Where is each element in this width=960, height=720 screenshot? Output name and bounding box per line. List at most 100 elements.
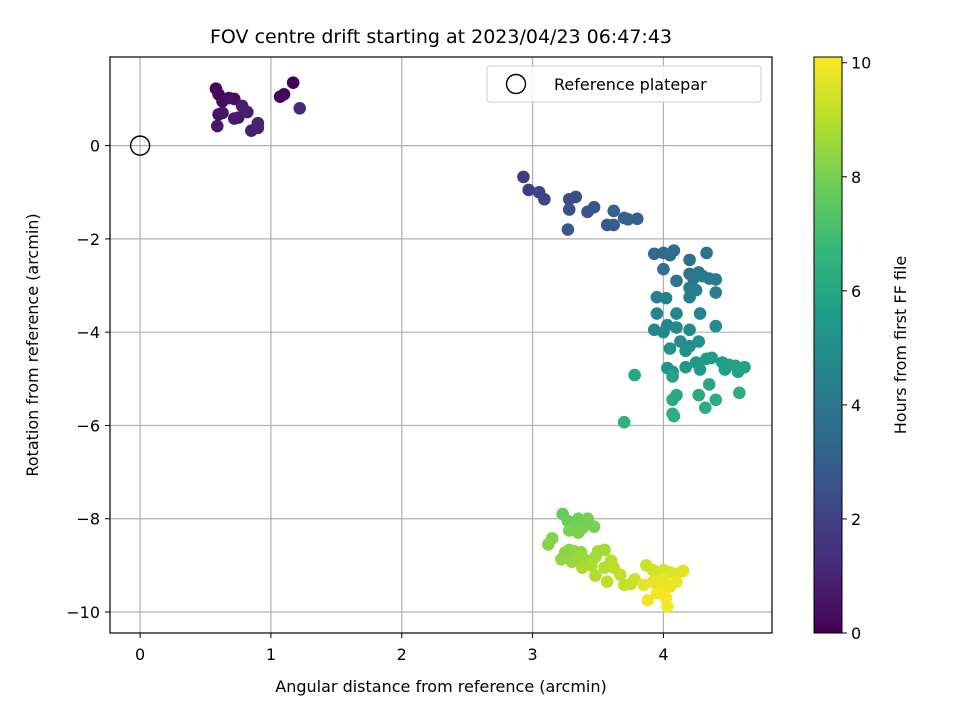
data-point bbox=[589, 569, 602, 582]
chart-title: FOV centre drift starting at 2023/04/23 … bbox=[210, 26, 672, 48]
colorbar-tick-label: 4 bbox=[851, 396, 861, 415]
data-point bbox=[216, 106, 229, 120]
data-point bbox=[657, 325, 670, 339]
data-point bbox=[693, 307, 707, 320]
data-point bbox=[227, 112, 241, 125]
data-point bbox=[663, 342, 677, 355]
y-tick-label: −10 bbox=[66, 603, 100, 622]
data-point bbox=[700, 246, 713, 260]
data-point bbox=[683, 253, 696, 267]
data-point bbox=[607, 204, 620, 218]
data-point bbox=[647, 247, 661, 261]
data-point bbox=[251, 116, 265, 130]
data-point bbox=[705, 351, 719, 365]
grid-lines bbox=[110, 57, 772, 633]
data-point bbox=[555, 553, 568, 566]
y-tick-label: −2 bbox=[76, 230, 100, 249]
colorbar-tick-label: 10 bbox=[851, 54, 871, 73]
data-point bbox=[657, 262, 670, 276]
data-point bbox=[210, 119, 224, 133]
data-point bbox=[709, 393, 723, 407]
data-point bbox=[286, 76, 300, 89]
data-point bbox=[709, 273, 723, 286]
data-point bbox=[538, 192, 551, 206]
data-point bbox=[679, 360, 692, 374]
y-tick-label: 0 bbox=[90, 137, 100, 156]
scatter-points bbox=[209, 76, 751, 613]
data-point bbox=[562, 203, 576, 216]
y-axis-label: Rotation from reference (arcmin) bbox=[23, 213, 42, 476]
colorbar-tick-label: 8 bbox=[851, 168, 861, 187]
colorbar-label: Hours from first FF file bbox=[891, 256, 910, 435]
data-point bbox=[670, 575, 683, 588]
data-point bbox=[666, 393, 679, 407]
data-point bbox=[628, 368, 641, 382]
reference-platepar-marker bbox=[129, 135, 151, 156]
data-point bbox=[293, 102, 307, 115]
legend-box bbox=[486, 65, 762, 103]
data-point bbox=[561, 223, 575, 236]
colorbar-gradient bbox=[813, 56, 843, 634]
data-point bbox=[659, 291, 673, 305]
legend-label: Reference platepar bbox=[554, 75, 707, 94]
y-tick-label: −4 bbox=[76, 323, 100, 342]
legend: Reference platepar bbox=[486, 65, 762, 103]
data-point bbox=[541, 538, 555, 551]
data-point bbox=[702, 378, 716, 391]
data-point bbox=[587, 200, 601, 214]
x-tick-label: 0 bbox=[135, 645, 145, 664]
colorbar-ticks: 0 2 4 6 8 10 bbox=[842, 54, 871, 643]
data-point bbox=[670, 321, 683, 334]
data-point bbox=[683, 323, 696, 337]
colorbar-tick-label: 2 bbox=[851, 510, 861, 529]
x-tick-label: 3 bbox=[527, 645, 537, 664]
x-tick-label: 1 bbox=[266, 645, 276, 664]
x-tick-label: 4 bbox=[658, 645, 668, 664]
data-point bbox=[670, 307, 683, 320]
data-point bbox=[670, 274, 683, 288]
x-axis-label: Angular distance from reference (arcmin) bbox=[275, 677, 606, 696]
data-point bbox=[517, 170, 530, 184]
y-tick-label: −8 bbox=[76, 510, 100, 529]
data-point bbox=[666, 370, 679, 383]
data-point bbox=[709, 286, 723, 299]
data-point bbox=[598, 543, 611, 557]
data-point bbox=[600, 575, 614, 588]
data-point bbox=[693, 363, 707, 376]
data-point bbox=[683, 290, 696, 304]
data-point bbox=[692, 388, 706, 402]
data-point bbox=[621, 213, 635, 226]
data-point bbox=[587, 520, 601, 533]
plot-frame bbox=[109, 56, 773, 634]
y-axis-ticks: 0 −2 −4 −6 −8 −10 bbox=[66, 137, 110, 622]
data-point bbox=[667, 244, 681, 257]
colorbar-tick-label: 6 bbox=[851, 282, 861, 301]
colorbar-tick-label: 0 bbox=[851, 624, 861, 643]
y-tick-label: −6 bbox=[76, 416, 100, 435]
data-point bbox=[628, 573, 641, 586]
data-point bbox=[659, 591, 673, 605]
data-point bbox=[650, 307, 664, 320]
data-point bbox=[277, 88, 291, 101]
data-point bbox=[692, 335, 706, 348]
data-point bbox=[569, 190, 583, 204]
data-point bbox=[738, 360, 751, 374]
data-point bbox=[679, 344, 692, 358]
data-point bbox=[667, 409, 681, 423]
data-point bbox=[630, 212, 644, 226]
data-point bbox=[698, 401, 712, 415]
x-axis-ticks: 0 1 2 3 4 bbox=[135, 633, 669, 664]
data-point bbox=[241, 105, 254, 119]
x-tick-label: 2 bbox=[397, 645, 407, 664]
data-point bbox=[732, 386, 746, 400]
data-point bbox=[617, 415, 631, 429]
data-point bbox=[613, 568, 627, 582]
reference-marker-group bbox=[129, 135, 151, 156]
data-point bbox=[641, 594, 655, 607]
legend-reference-marker bbox=[505, 73, 527, 95]
colorbar: 0 2 4 6 8 10 Hours from first FF file bbox=[813, 54, 910, 643]
data-point bbox=[607, 218, 620, 232]
data-point bbox=[522, 183, 535, 197]
data-point bbox=[650, 290, 664, 304]
